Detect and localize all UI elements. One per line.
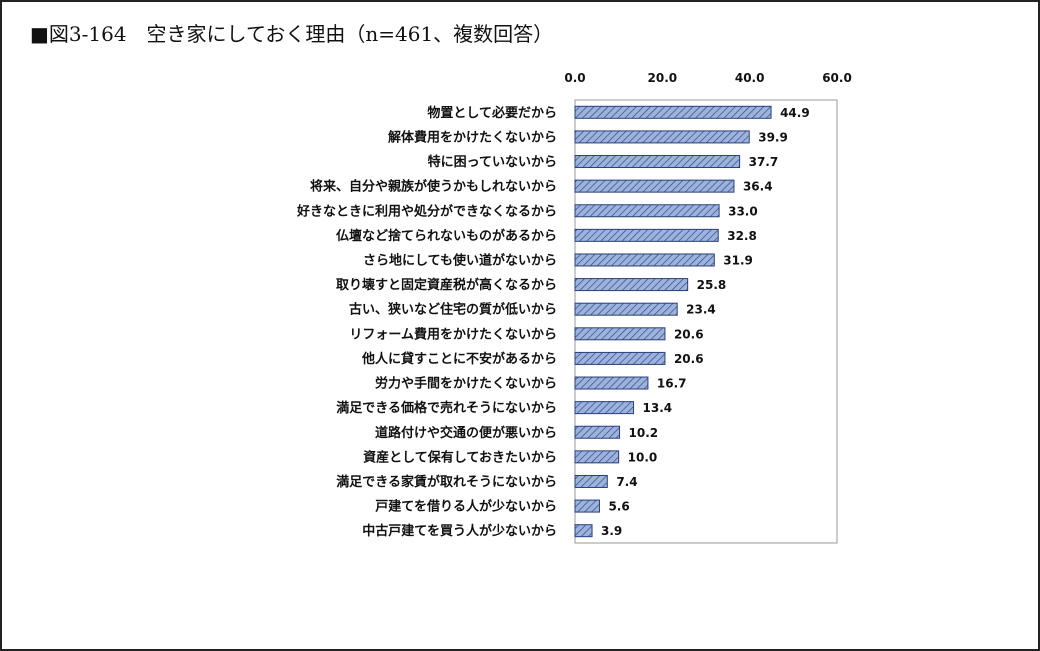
category-label: 労力や手間をかけたくないから	[375, 376, 557, 392]
bar	[574, 524, 593, 538]
value-label: 5.6	[608, 500, 629, 514]
bar	[574, 499, 600, 513]
bar	[574, 130, 750, 144]
category-label: 特に困っていないから	[428, 154, 557, 170]
value-label: 32.8	[727, 229, 757, 243]
plot-area	[574, 99, 838, 544]
bar	[574, 302, 678, 316]
x-tick-label: 0.0	[564, 71, 585, 85]
value-label: 23.4	[686, 303, 716, 317]
bar	[574, 450, 620, 464]
value-label: 31.9	[723, 253, 753, 267]
category-label: 戸建てを借りる人が少ないから	[375, 499, 557, 515]
value-label: 33.0	[728, 204, 758, 218]
category-label: 仏壇など捨てられないものがあるから	[336, 228, 557, 244]
value-label: 20.6	[674, 327, 704, 341]
category-label: 他人に貸すことに不安があるから	[361, 351, 557, 367]
value-label: 44.9	[780, 106, 810, 120]
value-label: 3.9	[601, 524, 622, 538]
bars	[574, 105, 772, 538]
value-label: 10.0	[628, 450, 658, 464]
value-label: 36.4	[743, 180, 773, 194]
value-label: 20.6	[674, 352, 704, 366]
category-label: 将来、自分や親族が使うかもしれないから	[310, 179, 557, 195]
bar	[574, 228, 719, 242]
bar	[574, 327, 666, 341]
category-label: 好きなときに利用や処分ができなくなるから	[296, 203, 557, 219]
category-label: 道路付けや交通の便が悪いから	[375, 425, 557, 441]
bar	[574, 155, 741, 169]
bar	[574, 105, 772, 119]
category-label: 満足できる価格で売れそうにないから	[336, 400, 557, 416]
category-label: 物置として必要だから	[427, 105, 557, 121]
value-labels: 44.9 39.9 37.7 36.4 33.0 32.8 31.9 25.8 23.4 20.6…	[601, 106, 810, 538]
category-label: 解体費用をかけたくないから	[387, 129, 557, 145]
value-label: 25.8	[697, 278, 727, 292]
value-label: 39.9	[758, 130, 788, 144]
category-labels: 物置として必要だから解体費用をかけたくないから特に困っていないから将来、自分や親…	[296, 105, 557, 539]
category-label: 取り壊すと固定資産税が高くなるから	[336, 277, 557, 293]
bar	[574, 401, 635, 415]
category-label: 古い、狭いなど住宅の質が低いから	[349, 302, 557, 318]
bar	[574, 179, 735, 193]
x-tick-label: 60.0	[822, 71, 852, 85]
category-label: 満足できる家賃が取れそうにないから	[336, 474, 557, 490]
bar	[574, 204, 720, 218]
category-label: 中古戸建てを買う人が少ないから	[362, 523, 557, 539]
bar	[574, 351, 666, 365]
category-label: リフォーム費用をかけたくないから	[349, 326, 557, 342]
value-label: 13.4	[643, 401, 673, 415]
category-label: さら地にしても使い道がないから	[363, 252, 557, 268]
value-label: 16.7	[657, 377, 687, 391]
x-tick-label: 40.0	[735, 71, 765, 85]
bar	[574, 253, 715, 267]
bar	[574, 278, 689, 292]
chart-title: ■図3-164 空き家にしておく理由（n=461、複数回答）	[30, 22, 554, 46]
value-label: 10.2	[629, 426, 659, 440]
value-label: 37.7	[749, 155, 779, 169]
x-axis-ticks: 0.0 20.0 40.0 60.0	[564, 71, 851, 85]
bar	[574, 425, 621, 439]
bar	[574, 474, 608, 488]
category-label: 資産として保有しておきたいから	[363, 449, 557, 465]
bar	[574, 376, 649, 390]
value-label: 7.4	[616, 475, 637, 489]
x-tick-label: 20.0	[648, 71, 678, 85]
